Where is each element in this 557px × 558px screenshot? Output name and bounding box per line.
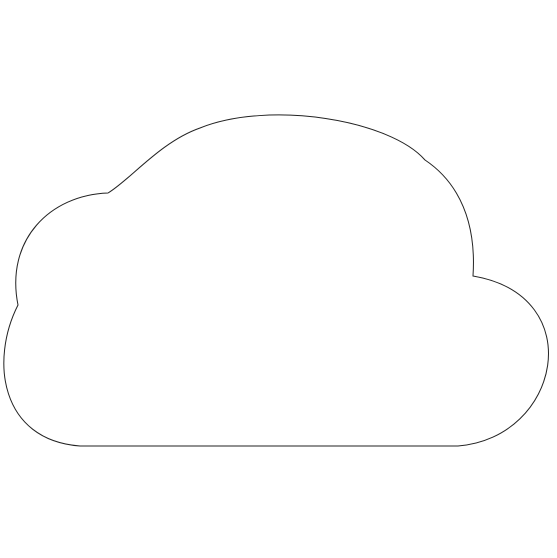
- cloud-outline: [3, 114, 549, 447]
